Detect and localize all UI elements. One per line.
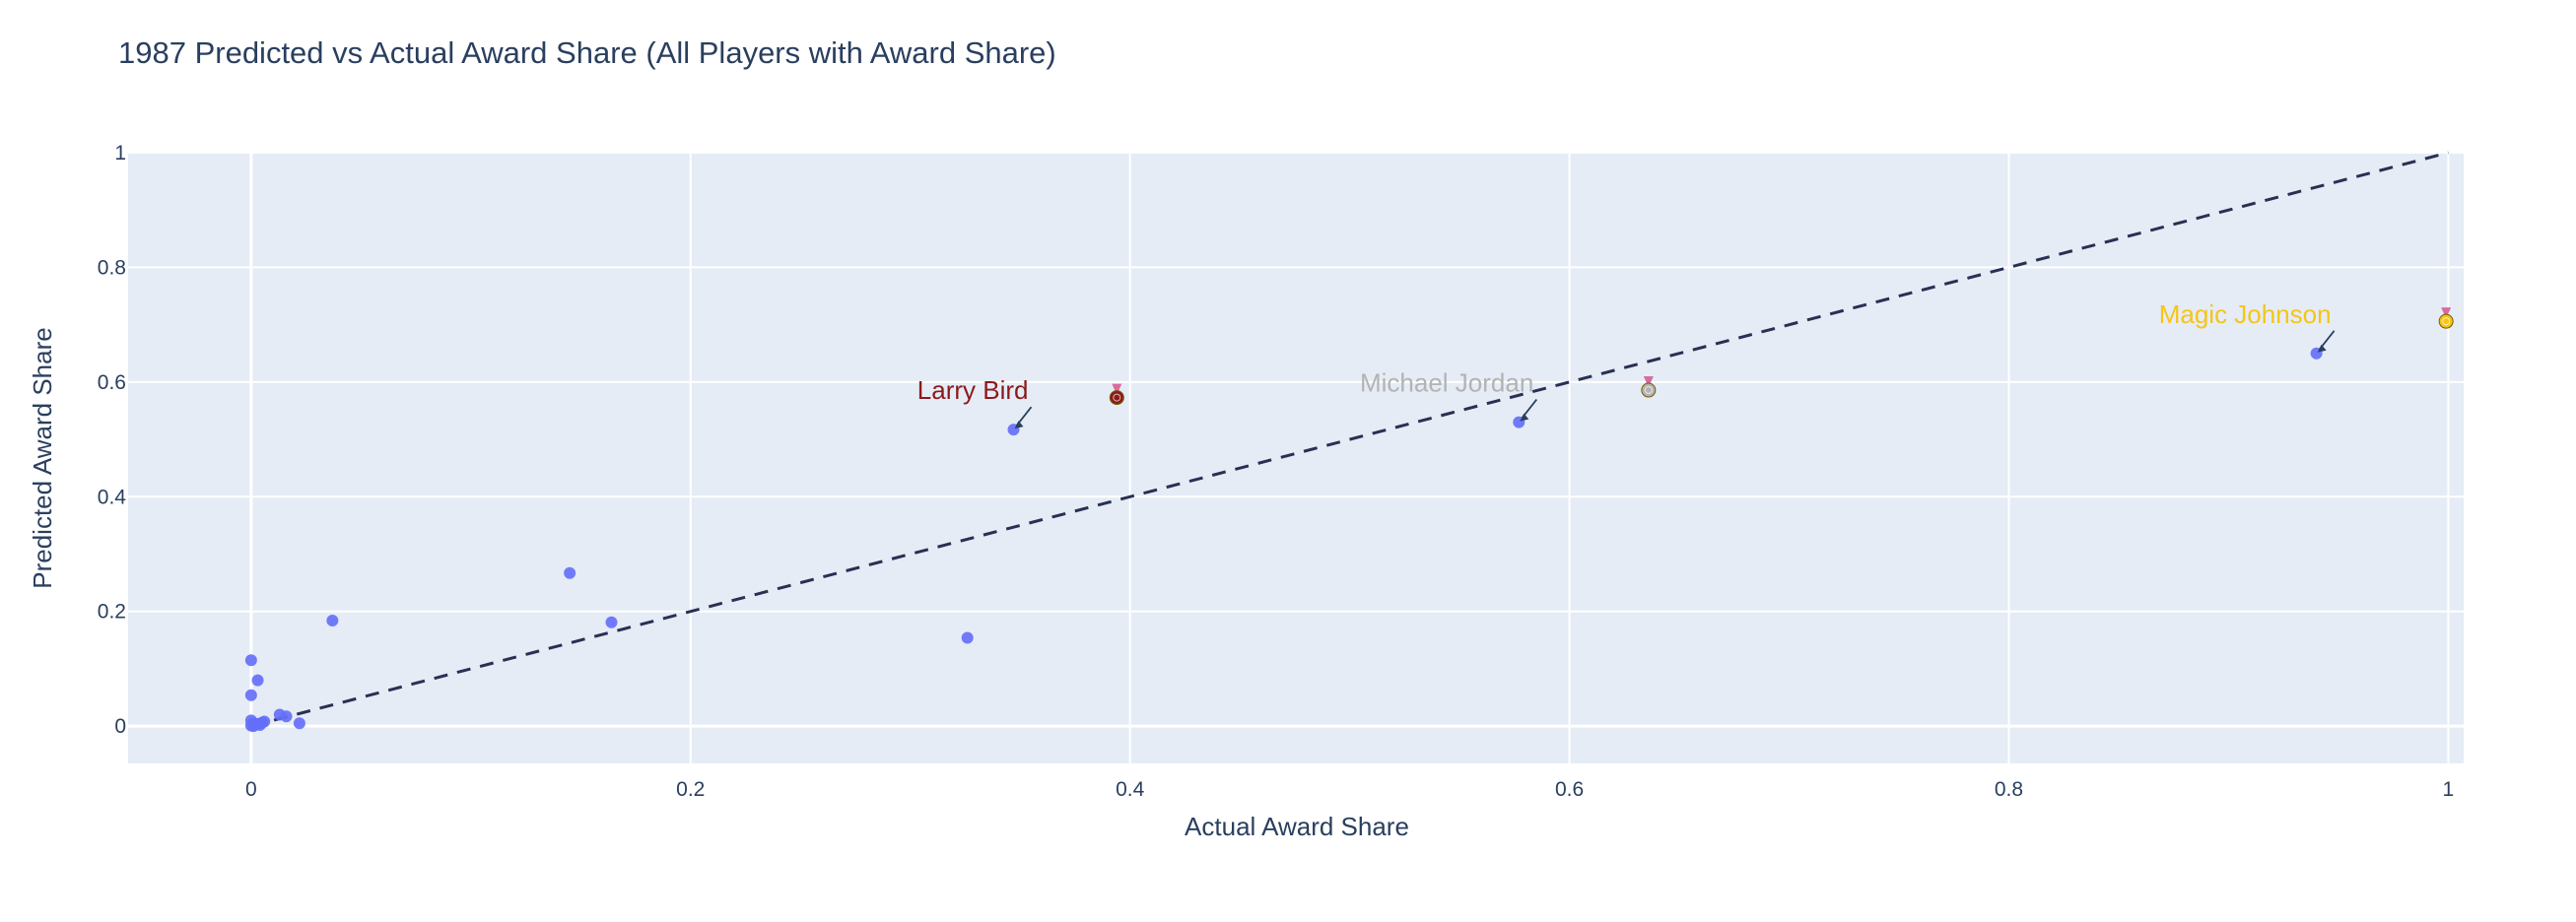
- medal-inner-ring: [2442, 317, 2451, 326]
- medal-inner-ring: [1644, 386, 1653, 395]
- data-point: [251, 717, 264, 730]
- x-tick-label: 0.8: [1995, 778, 2023, 801]
- annotation-label: Larry Bird: [917, 375, 1029, 405]
- data-point: [280, 710, 293, 723]
- x-axis-title: Actual Award Share: [1185, 812, 1409, 841]
- y-tick-label: 1: [114, 142, 126, 165]
- y-tick-label: 0.2: [98, 601, 126, 624]
- y-tick-label: 0: [114, 715, 126, 738]
- medal-disc: [1109, 390, 1124, 406]
- annotation-arrowhead: [1014, 421, 1024, 429]
- x-tick-label: 0.4: [1116, 778, 1145, 801]
- chart-title: 1987 Predicted vs Actual Award Share (Al…: [118, 35, 1056, 70]
- x-tick-label: 0: [245, 778, 257, 801]
- data-point: [244, 689, 257, 701]
- medal-disc: [1641, 382, 1657, 398]
- x-tick-label: 0.2: [676, 778, 705, 801]
- plot-area: [128, 153, 2464, 763]
- data-point: [251, 674, 264, 687]
- annotation-label: Magic Johnson: [2159, 299, 2332, 329]
- y-tick-label: 0.8: [98, 256, 126, 279]
- data-point: [326, 615, 339, 627]
- y-tick-label: 0.4: [98, 486, 127, 508]
- y-axis-title: Predicted Award Share: [28, 327, 57, 588]
- y-tick-label: 0.6: [98, 371, 126, 394]
- silver-medal-icon: [1641, 376, 1657, 398]
- reference-line: [250, 151, 2449, 728]
- medal-ribbon: [1643, 376, 1654, 386]
- grid-lines: [128, 152, 2464, 763]
- tick-labels: 0 0.2 0.4 0.6 0.8 1 0 0.2 0.4 0.6 0.8 1: [98, 142, 2454, 801]
- data-point: [564, 566, 576, 579]
- reference-line-group: [250, 151, 2449, 728]
- annotation-arrowhead: [1520, 413, 1529, 422]
- gold-medal-icon: [2438, 307, 2454, 329]
- medal-disc: [2438, 313, 2454, 329]
- bronze-medal-icon: [1109, 383, 1124, 406]
- medal-inner-ring: [1113, 393, 1121, 402]
- medal-ribbon: [1112, 383, 1122, 393]
- data-point: [605, 616, 618, 628]
- x-tick-label: 1: [2443, 778, 2455, 801]
- annotations: Magic Johnson Michael Jordan Larry Bird: [917, 299, 2454, 429]
- data-point: [961, 631, 974, 644]
- annotation-label: Michael Jordan: [1360, 368, 1533, 398]
- data-point: [293, 717, 305, 730]
- medal-ribbon: [2441, 307, 2452, 317]
- annotation-arrowhead: [2317, 344, 2327, 353]
- x-tick-label: 0.6: [1555, 778, 1584, 801]
- data-point: [244, 654, 257, 667]
